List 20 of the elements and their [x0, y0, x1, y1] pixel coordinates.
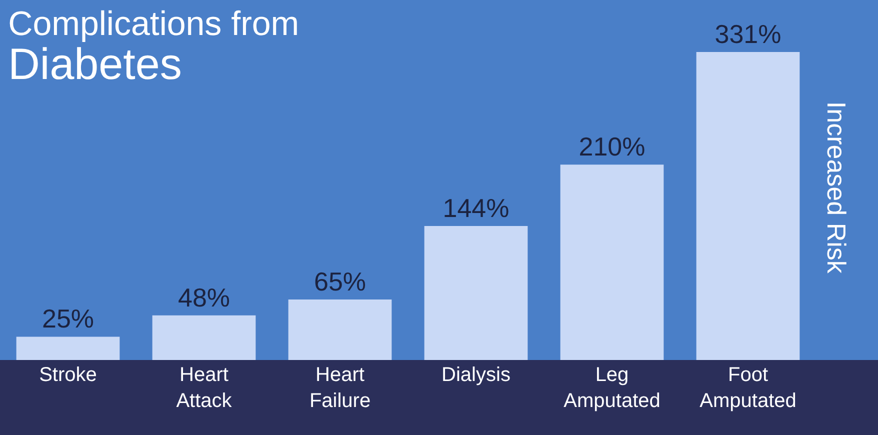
data-label: 48% — [178, 282, 230, 312]
x-tick-label: Heart Failure — [309, 364, 371, 412]
x-tick-label: Leg Amputated — [564, 364, 660, 412]
chart-title: Complications from — [8, 4, 300, 43]
x-tick-label: Dialysis — [442, 364, 510, 386]
bar — [696, 52, 800, 360]
bar — [560, 164, 664, 360]
y-axis-title: Increased Risk — [822, 101, 852, 274]
bar — [288, 300, 392, 360]
bar — [16, 336, 120, 360]
data-label: 210% — [578, 132, 646, 162]
x-tick-label: Foot Amputated — [700, 364, 796, 412]
x-tick-label: Heart Attack — [176, 364, 233, 412]
data-label: 331% — [714, 18, 782, 49]
data-label: 65% — [314, 266, 366, 297]
x-tick-label: Stroke — [39, 364, 97, 386]
bar — [424, 226, 528, 360]
bar — [152, 315, 256, 360]
data-label: 144% — [442, 192, 510, 223]
data-label: 25% — [42, 304, 94, 334]
